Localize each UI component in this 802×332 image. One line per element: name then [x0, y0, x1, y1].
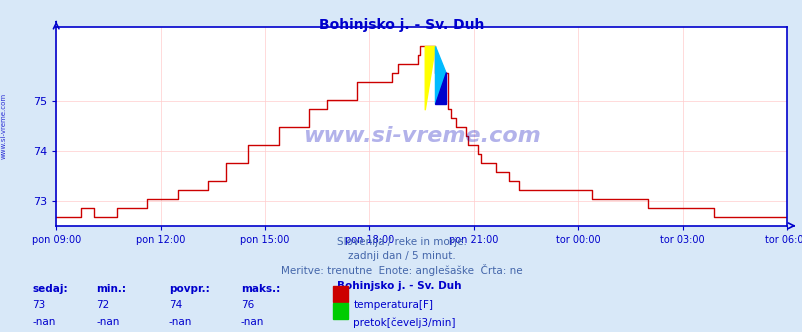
Text: -nan: -nan [32, 317, 55, 327]
Text: www.si-vreme.com: www.si-vreme.com [302, 126, 540, 146]
Text: temperatura[F]: temperatura[F] [353, 300, 433, 310]
Text: Bohinjsko j. - Sv. Duh: Bohinjsko j. - Sv. Duh [318, 18, 484, 32]
Text: sedaj:: sedaj: [32, 284, 67, 294]
Text: -nan: -nan [168, 317, 192, 327]
Text: -nan: -nan [96, 317, 119, 327]
Text: Meritve: trenutne  Enote: anglešaške  Črta: ne: Meritve: trenutne Enote: anglešaške Črta… [281, 264, 521, 276]
Text: Bohinjsko j. - Sv. Duh: Bohinjsko j. - Sv. Duh [337, 281, 461, 290]
Text: 76: 76 [241, 300, 254, 310]
Text: min.:: min.: [96, 284, 126, 294]
Text: zadnji dan / 5 minut.: zadnji dan / 5 minut. [347, 251, 455, 261]
Text: Slovenija / reke in morje.: Slovenija / reke in morje. [336, 237, 466, 247]
Polygon shape [435, 72, 445, 104]
Polygon shape [425, 46, 435, 110]
Text: -nan: -nan [241, 317, 264, 327]
Polygon shape [435, 46, 445, 104]
Text: povpr.:: povpr.: [168, 284, 209, 294]
Text: 73: 73 [32, 300, 46, 310]
Text: www.si-vreme.com: www.si-vreme.com [1, 93, 7, 159]
Text: 74: 74 [168, 300, 182, 310]
Text: maks.:: maks.: [241, 284, 280, 294]
Text: pretok[čevelj3/min]: pretok[čevelj3/min] [353, 317, 456, 328]
Text: 72: 72 [96, 300, 110, 310]
